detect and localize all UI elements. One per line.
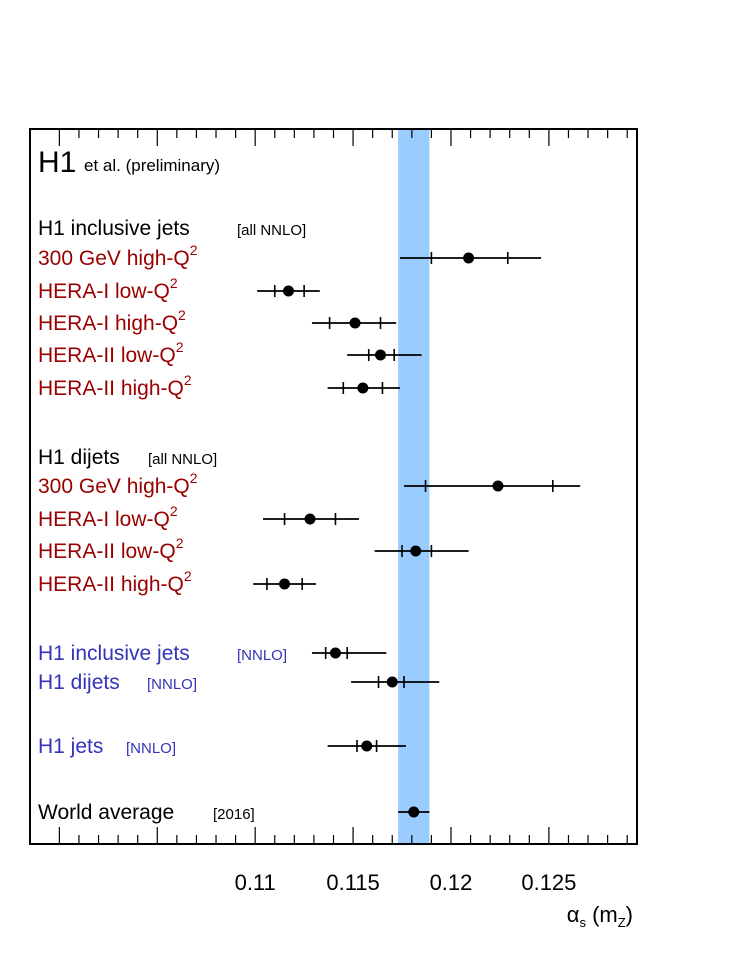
row-label-text: HERA-I low-Q [38,280,170,303]
row-label-text: HERA-I low-Q [38,508,170,531]
row-label-text: H1 inclusive jets [38,217,190,240]
data-point [492,480,504,492]
data-point [361,740,373,752]
row-label: 300 GeV high-Q2 [38,470,198,498]
row-label-text: HERA-I high-Q [38,312,178,335]
x-axis-label: αs (mZ) [567,902,633,930]
row-label: World average [38,801,174,824]
row-label-sup: 2 [184,568,192,584]
x-axis-alpha-sub: s [579,915,586,930]
row-label-sup: 2 [178,307,186,323]
x-tick-label: 0.11 [235,870,276,895]
x-axis-open: (m [586,902,618,927]
data-point [463,252,475,264]
row-label-text: HERA-II low-Q [38,344,176,367]
row-label-text: H1 inclusive jets [38,642,190,665]
data-point [279,578,291,590]
row-label: HERA-I low-Q2 [38,275,178,303]
row-tag: [2016] [213,806,255,823]
x-axis-close: ) [626,902,633,927]
data-marks [253,252,581,818]
row-label-sup: 2 [176,535,184,551]
row-label: HERA-I high-Q2 [38,307,186,335]
row-label: H1 inclusive jets [38,217,190,240]
x-tick-label: 0.125 [521,870,576,895]
row-label-sup: 2 [184,372,192,388]
row-label-text: HERA-II low-Q [38,540,176,563]
data-point [374,349,386,361]
row-label-text: H1 dijets [38,671,120,694]
x-axis-m-sub: Z [618,915,626,930]
data-point [304,513,316,525]
data-point [349,317,361,329]
x-tick-labels: 0.11 0.115 0.12 0.125 [235,870,577,895]
row-label: H1 inclusive jets [38,642,190,665]
row-label-text: H1 jets [38,735,103,758]
row-tag: [NNLO] [126,740,176,757]
row-label: H1 jets [38,735,103,758]
row-label-sup: 2 [176,339,184,355]
data-point [410,545,422,557]
x-axis-alpha: α [567,902,580,927]
row-label: HERA-II low-Q2 [38,535,184,563]
row-label: HERA-I low-Q2 [38,503,178,531]
data-point [357,382,369,394]
data-point [329,647,341,659]
chart-title: H1 [38,146,76,179]
row-label-sup: 2 [170,275,178,291]
axis-ticks [58,129,628,844]
x-tick-label: 0.12 [430,870,473,895]
data-point [282,285,294,297]
row-label-sup: 2 [170,503,178,519]
row-label-text: HERA-II high-Q [38,377,184,400]
row-label-text: HERA-II high-Q [38,573,184,596]
row-label-sup: 2 [190,242,198,258]
row-tag: [all NNLO] [237,222,306,239]
row-label: H1 dijets [38,446,120,469]
data-point [408,806,420,818]
row-label-text: 300 GeV high-Q [38,475,190,498]
row-label: H1 dijets [38,671,120,694]
chart-subtitle: et al. (preliminary) [84,156,220,175]
data-point [386,676,398,688]
row-label: HERA-II high-Q2 [38,372,192,400]
row-label: HERA-II low-Q2 [38,339,184,367]
row-tag: [all NNLO] [148,451,217,468]
row-label: 300 GeV high-Q2 [38,242,198,270]
row-label: HERA-II high-Q2 [38,568,192,596]
row-label-text: H1 dijets [38,446,120,469]
row-label-sup: 2 [190,470,198,486]
row-label-text: 300 GeV high-Q [38,247,190,270]
row-tag: [NNLO] [147,676,197,693]
row-label-text: World average [38,801,174,824]
x-tick-label: 0.115 [326,870,379,895]
row-tag: [NNLO] [237,647,287,664]
row-labels: H1 inclusive jets [all NNLO] 300 GeV high-… [38,217,306,824]
